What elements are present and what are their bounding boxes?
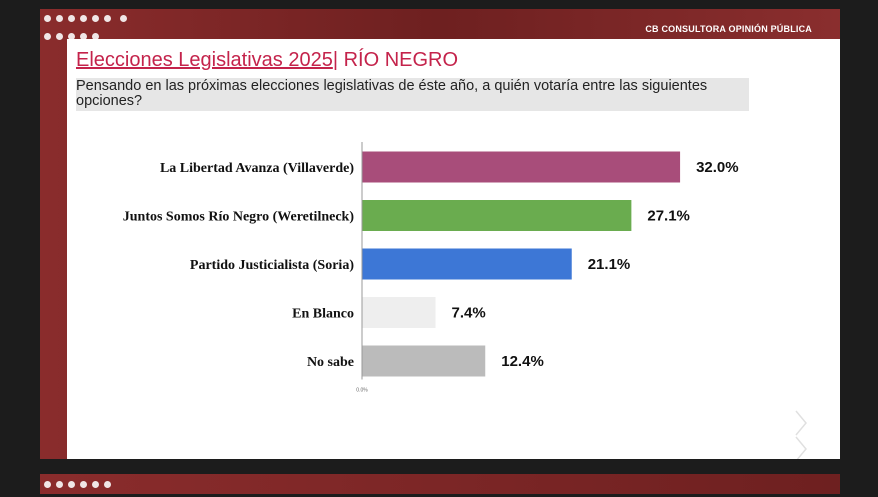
content-panel: Elecciones Legislativas 2025| RÍO NEGRO … <box>67 39 840 459</box>
page-title: Elecciones Legislativas 2025| RÍO NEGRO <box>76 49 458 72</box>
chevron-decoration-icon <box>795 408 840 459</box>
bar-chart: La Libertad Avanza (Villaverde) 32.0% Junt… <box>123 142 739 394</box>
title-separator: | <box>332 49 339 71</box>
category-label: No sabe <box>307 355 354 370</box>
bar <box>362 248 572 280</box>
bar <box>362 345 486 377</box>
slide: CB CONSULTORA OPINIÓN PÚBLICA Elecciones… <box>40 9 840 459</box>
decorative-dots <box>44 13 134 49</box>
x-axis-tick-label: 0.0% <box>356 388 368 394</box>
category-label: En Blanco <box>292 307 354 322</box>
category-label: Partido Justicialista (Soria) <box>190 258 354 273</box>
category-label: La Libertad Avanza (Villaverde) <box>160 161 354 176</box>
brand-label: CB CONSULTORA OPINIÓN PÚBLICA <box>645 24 812 34</box>
value-label: 21.1% <box>588 256 631 273</box>
value-label: 27.1% <box>647 208 690 225</box>
bar <box>362 151 681 183</box>
value-label: 12.4% <box>501 353 544 370</box>
title-region: RÍO NEGRO <box>338 49 459 71</box>
title-main: Elecciones Legislativas 2025 <box>76 49 333 71</box>
bar <box>362 297 436 328</box>
value-label: 32.0% <box>696 159 739 176</box>
value-label: 7.4% <box>452 305 486 322</box>
bar <box>362 200 632 231</box>
survey-question: Pensando en las próximas elecciones legi… <box>76 78 749 111</box>
category-label: Juntos Somos Río Negro (Weretilneck) <box>123 210 355 225</box>
decorative-dots-bottom <box>44 479 134 497</box>
bottom-strip <box>40 474 840 494</box>
